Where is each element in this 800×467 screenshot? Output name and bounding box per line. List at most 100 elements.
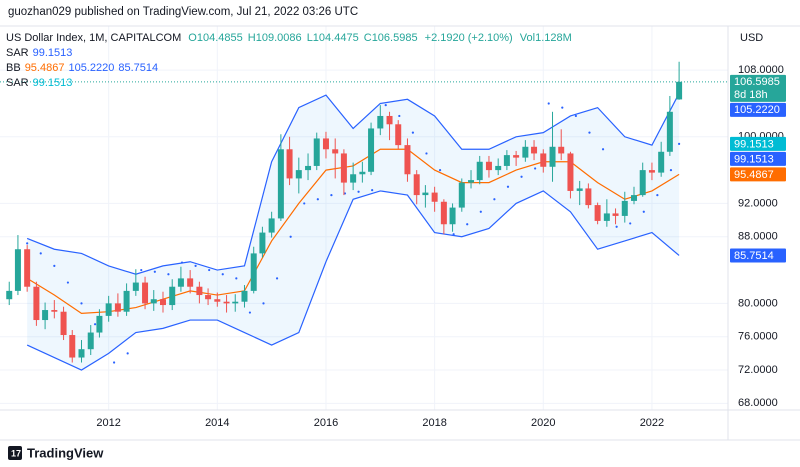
x-tick-label: 2022	[640, 417, 664, 429]
price-label-box	[730, 136, 786, 151]
candle-body	[150, 299, 157, 304]
price-label: 95.4867	[734, 169, 774, 181]
candle-body	[214, 299, 221, 302]
logo-glyph: 17	[11, 448, 21, 458]
candle-body	[177, 278, 184, 287]
candle-body	[295, 170, 302, 179]
candle-body	[495, 165, 502, 171]
x-tick-label: 2012	[96, 417, 120, 429]
y-tick-label: 76.0000	[738, 331, 778, 343]
candle-body	[612, 213, 619, 216]
sar-dot	[669, 169, 673, 172]
price-label-box	[730, 248, 786, 263]
logo-mark	[8, 446, 22, 460]
volume: Vol1.128M	[520, 32, 572, 44]
price-label: 105.2220	[734, 104, 780, 116]
x-tick-label: 2016	[314, 417, 338, 429]
candle-body	[431, 192, 438, 202]
candle-body	[449, 207, 456, 225]
ohlc: H109.0086	[248, 32, 302, 44]
candle-body	[259, 232, 266, 254]
sar-dot	[303, 202, 306, 205]
ohlc: C106.5985	[364, 32, 418, 44]
sar-dot	[466, 223, 469, 226]
sar-dot	[411, 131, 414, 134]
sar-dot	[330, 193, 333, 197]
y-tick-label: 72.0000	[738, 364, 778, 376]
sar-dot	[221, 273, 224, 276]
sar-dot	[506, 185, 510, 188]
sar-dot	[180, 261, 184, 264]
sar-dot	[80, 302, 83, 305]
sar-dot	[153, 270, 156, 273]
indicator-legend: SAR 99.1513	[6, 47, 72, 59]
sar-dot	[126, 352, 129, 355]
candle-body	[549, 146, 556, 167]
sar-dot	[248, 311, 252, 314]
sar-dot	[208, 268, 211, 272]
candle-body	[6, 290, 13, 300]
y-tick-label: 92.0000	[738, 197, 778, 209]
plot-area	[0, 26, 728, 410]
candle-body	[377, 115, 384, 129]
candle-body	[33, 286, 40, 321]
candle-body	[42, 310, 49, 321]
x-tick-label: 2014	[205, 417, 229, 429]
indicator-name: SAR	[6, 77, 29, 89]
sar-dot	[194, 264, 197, 267]
candle-body	[51, 310, 58, 312]
candle-body	[368, 128, 375, 172]
price-label: 99.1513	[734, 153, 774, 165]
sar-dot	[493, 198, 496, 201]
candle-body	[458, 182, 465, 208]
sar-dot	[66, 281, 70, 284]
candle-body	[666, 111, 673, 152]
sar-dot	[262, 302, 265, 305]
candle-body	[196, 286, 203, 296]
x-tick-label: 2018	[422, 417, 446, 429]
indicator-value: 99.1513	[33, 77, 73, 89]
candle-body	[485, 161, 492, 171]
sar-dot	[371, 188, 374, 192]
sar-dot	[53, 264, 56, 267]
sar-dot	[275, 277, 279, 280]
currency: USD	[740, 32, 763, 44]
y-tick-label: 80.0000	[738, 297, 778, 309]
sar-dot	[398, 114, 401, 118]
candle-body	[132, 282, 139, 291]
candle-body	[567, 153, 574, 191]
sar-dot	[384, 104, 387, 107]
candle-body	[286, 149, 293, 179]
candle-body	[142, 282, 149, 304]
candle-body	[350, 174, 357, 183]
sar-dot	[479, 210, 482, 213]
candle-body	[322, 138, 329, 150]
sar-dot	[547, 102, 550, 105]
candle-body	[422, 192, 429, 196]
price-label: 99.1513	[734, 138, 774, 150]
candle-body	[205, 295, 212, 300]
candle-body	[648, 170, 655, 173]
candle-body	[250, 253, 257, 291]
sar-dot	[425, 152, 428, 155]
sar-dot	[452, 233, 455, 236]
candle-body	[440, 201, 447, 225]
candle-body	[658, 151, 665, 173]
candle-body	[639, 170, 646, 196]
ohlc: L104.4475	[307, 32, 359, 44]
candle-body	[105, 303, 112, 316]
sar-dot	[601, 148, 605, 151]
candle-body	[413, 174, 420, 196]
sar-dot	[235, 277, 238, 280]
candle-body	[313, 138, 320, 166]
candle-body	[305, 165, 312, 171]
y-tick-label: 88.0000	[738, 231, 778, 243]
price-label-box	[730, 102, 786, 117]
candle-body	[169, 286, 176, 306]
candle-body	[223, 301, 230, 304]
candle-body	[69, 335, 76, 358]
candle-body	[268, 218, 275, 233]
candle-body	[503, 155, 510, 166]
indicator-name: SAR	[6, 47, 29, 59]
